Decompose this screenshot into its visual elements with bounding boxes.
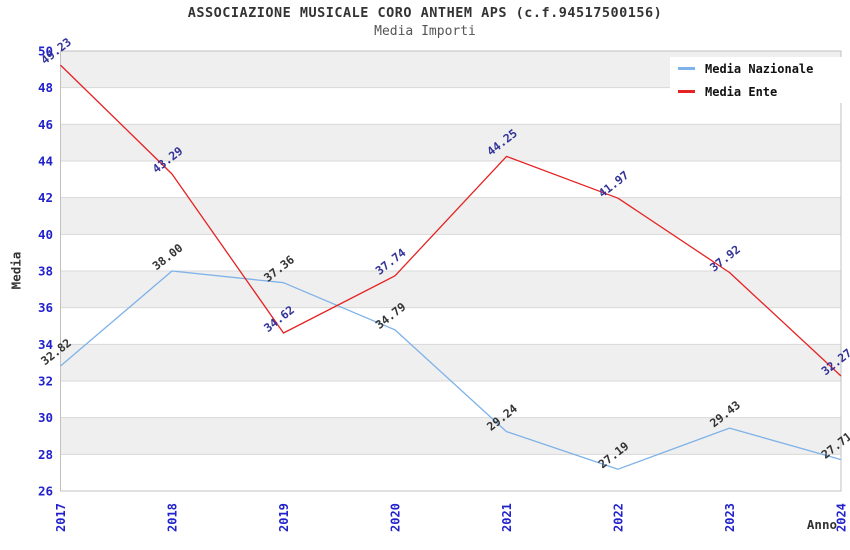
y-tick-label: 50 [38,44,53,59]
x-tick-label: 2023 [723,503,737,532]
y-tick-label: 28 [38,447,53,462]
x-tick-label: 2017 [54,503,68,532]
x-tick-label: 2018 [166,503,180,532]
series-line-media-nazionale [60,270,842,470]
legend-item-media-nazionale: Media Nazionale [670,57,850,80]
x-tick-label: 2019 [277,503,291,532]
y-tick-label: 34 [38,337,53,352]
plot-band [60,124,841,161]
legend-item-media-ente: Media Ente [670,80,850,103]
plot-band [60,307,841,345]
y-tick-label: 46 [38,117,53,132]
chart-title: ASSOCIAZIONE MUSICALE CORO ANTHEM APS (c… [187,5,663,21]
x-tick-label: 2020 [389,503,403,532]
chart-subtitle: Media Importi [374,24,476,39]
y-tick-label: 44 [38,154,53,169]
plot-band [60,234,841,271]
plot-band [60,344,841,381]
y-tick-label: 40 [38,227,53,242]
y-axis-title: Media [8,251,24,290]
plot-border [60,50,842,492]
legend: Media Nazionale Media Ente [670,57,850,103]
plot-band [60,381,841,418]
y-tick-label: 48 [38,80,53,95]
plot-band [60,271,841,308]
x-axis-title: Anno [806,517,837,532]
plot-band [60,454,841,491]
x-tick-label: 2024 [835,503,849,532]
y-tick-label: 32 [38,374,53,389]
series-line-media-ente [60,64,842,377]
x-tick-label: 2021 [500,503,514,532]
legend-label: Media Nazionale [705,61,814,76]
plot-band [60,417,841,455]
y-tick-label: 42 [38,190,53,205]
y-tick-label: 30 [38,410,53,425]
legend-swatch-media-nazionale [678,67,695,70]
legend-label: Media Ente [705,84,778,99]
legend-swatch-media-ente [678,90,695,93]
y-tick-label: 38 [38,264,53,279]
y-tick-label: 26 [38,484,53,499]
x-tick-label: 2022 [612,503,626,532]
y-tick-label: 36 [38,300,53,315]
plot-band [60,161,841,198]
